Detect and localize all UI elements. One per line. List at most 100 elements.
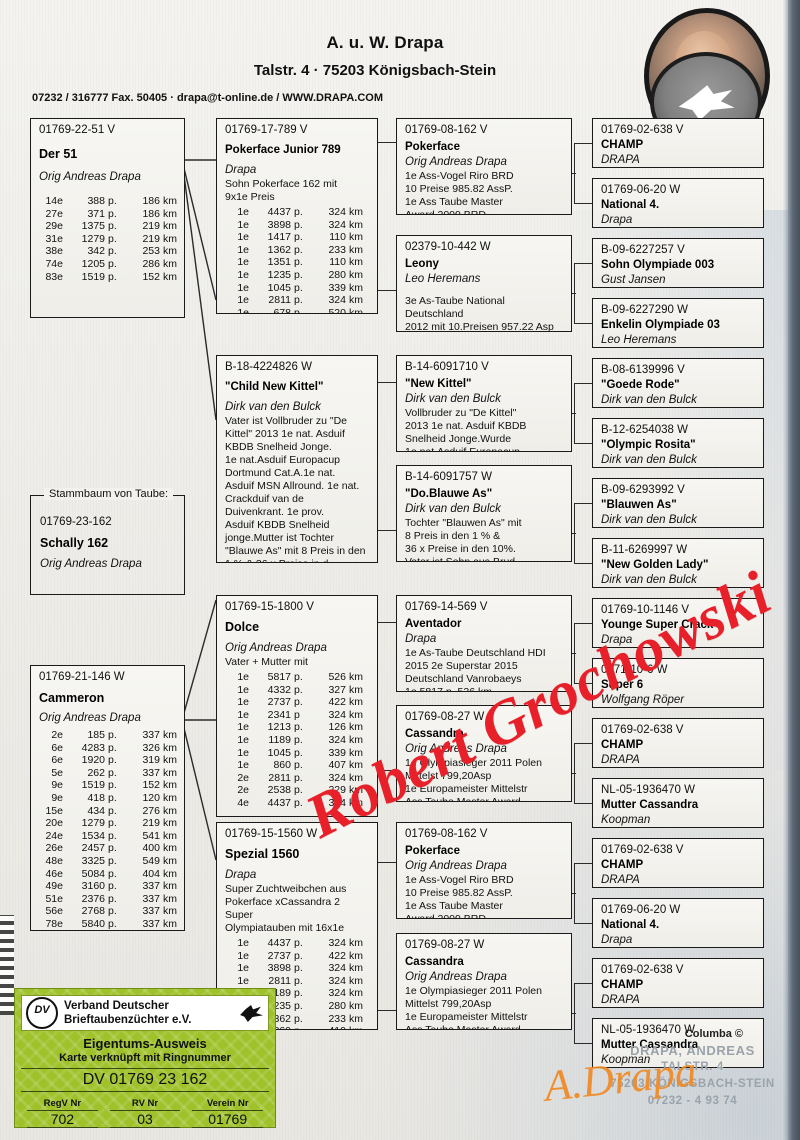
pigeon-ring: B-14-6091710 V — [405, 361, 489, 373]
card-field-rv: RV Nr 03 — [104, 1098, 187, 1128]
pigeon-results: 1e 5817 p. 526 km 1e 4332 p. 327 km 1e 2737 p. 422 k… — [225, 671, 370, 810]
gen3-box-5: 01769-08-27 W Cassandra Orig Andreas Dra… — [396, 705, 572, 802]
pigeon-breeder: Orig Andreas Drapa — [405, 156, 507, 168]
pigeon-ring: 02379-10-442 W — [405, 241, 491, 253]
stamp-line-4: 07232 - 4 93 74 — [647, 1095, 738, 1107]
gen4-box-15: NL-05-1936470 W Mutter Cassandra Koopman — [592, 1018, 764, 1068]
pigeon-ring: 01769-08-27 W — [405, 939, 485, 951]
pigeon-name: Pokerface Junior 789 — [225, 144, 341, 156]
bracket-h-12b — [574, 1043, 592, 1045]
pigeon-name: Dolce — [225, 620, 260, 634]
result-row: 1e 2737 p. 422 km — [237, 696, 363, 709]
pigeon-note: Sohn Pokerface 162 mit — [225, 178, 338, 190]
pigeon-name: CHAMP — [601, 979, 644, 991]
pigeon-breeder: Leo Heremans — [405, 273, 481, 285]
pigeon-note: Ass Taube Master Award — [405, 1024, 521, 1030]
pigeon-breeder: Dirk van den Bulck — [405, 503, 501, 515]
pigeon-breeder: DRAPA — [601, 874, 640, 886]
pigeon-ring: B-12-6254038 W — [601, 424, 688, 436]
pigeon-breeder: Orig Andreas Drapa — [405, 971, 507, 983]
result-row: 1e 5817 p. 526 km — [237, 671, 363, 683]
result-row: 38e 342 p. 253 km — [45, 245, 177, 258]
pigeon-note: 1e nat.Asduif Europacup — [225, 454, 340, 466]
breeder-address: Talstr. 4 · 75203 Königsbach-Stein — [253, 62, 497, 79]
pigeon-name: Sohn Olympiade 003 — [601, 259, 715, 271]
pigeon-icon — [240, 1005, 263, 1022]
pigeon-name: "New Kittel" — [405, 378, 472, 390]
pigeon-name: "Olympic Rosita" — [601, 439, 696, 451]
gen4-box-10: 01769-02-638 V CHAMP DRAPA — [592, 718, 764, 768]
pigeon-breeder: Drapa — [601, 934, 633, 946]
pigeon-note: Duivenkrant. 1e prov. — [225, 506, 325, 518]
scan-edge-left — [0, 915, 14, 1015]
pigeon-results: 1e 4437 p. 324 km 1e 2737 p. 422 km 1e 3898 p. 324 k… — [225, 937, 370, 1029]
pigeon-ring: 01769-08-162 V — [405, 828, 488, 840]
gen4-box-3: B-09-6227290 W Enkelin Olympiade 03 Leo … — [592, 298, 764, 348]
pigeon-ring: 01769-10-1146 V — [601, 604, 690, 616]
pigeon-name: Spezial 1560 — [225, 847, 300, 861]
pigeon-name: "New Golden Lady" — [601, 559, 709, 571]
result-row: 1e 1045 p. 339 km — [237, 281, 363, 294]
pigeon-breeder: Drapa — [601, 634, 633, 646]
pigeon-ring: 01769-06-20 W — [601, 184, 681, 196]
pigeon-name: National 4. — [601, 199, 660, 211]
gen4-box-12: 01769-02-638 V CHAMP DRAPA — [592, 838, 764, 888]
breeder-contact: 07232 / 316777 Fax. 50405 · drapa@t-onli… — [32, 92, 384, 104]
pigeon-note: 2015 2e Superstar 2015 — [405, 660, 518, 672]
bracket-h-4b — [376, 1010, 396, 1012]
pigeon-name: "Child New Kittel" — [225, 381, 324, 393]
pigeon-ring: B-11-6269997 W — [601, 544, 688, 556]
dam-breeder: Orig Andreas Drapa — [39, 712, 141, 724]
result-row: 9e 418 p. 120 km — [51, 791, 177, 804]
dam-results: 2e 185 p. 337 km 6e 4283 p. 326 km 6e 1920 p. 319 km… — [39, 729, 177, 930]
bracket-h-1b — [376, 290, 396, 292]
pigeon-note: Award 2009 BRD — [405, 209, 486, 215]
stamp-line-3: 75203 KÖNIGSBACH-STEIN — [610, 1078, 775, 1090]
result-row: 56e 2768 p. 337 km — [45, 905, 177, 918]
bracket-h-5b — [574, 203, 592, 205]
bracket-h-11b — [574, 923, 592, 925]
result-row: 1e 1351 p. 110 km — [237, 256, 363, 269]
result-row: 31e 1279 p. 219 km — [45, 232, 177, 245]
bracket-h-5a — [574, 143, 592, 145]
result-row: 51e 2376 p. 337 km — [45, 892, 177, 905]
pigeon-name: "Goede Rode" — [601, 379, 680, 391]
gen4-box-0: 01769-02-638 V CHAMP DRAPA — [592, 118, 764, 168]
pigeon-breeder: Wolfgang Röper — [601, 694, 685, 706]
pigeon-note: Kittel" 2013 1e nat. Asduif — [225, 428, 345, 440]
bracket-h-11a — [574, 863, 592, 865]
result-row: 5e 262 p. 337 km — [51, 766, 177, 779]
pigeon-name: Enkelin Olympiade 03 — [601, 319, 720, 331]
pigeon-name: National 4. — [601, 919, 660, 931]
result-row: 27e 371 p. 186 km — [45, 207, 177, 220]
gen3-box-2: B-14-6091710 V "New Kittel" Dirk van den… — [396, 355, 572, 452]
pigeon-note: Pokerface xCassandra 2 Super — [225, 896, 340, 921]
pigeon-note: 1e Europameister Mittelstr — [405, 783, 528, 795]
breeder-title: A. u. W. Drapa — [326, 33, 444, 52]
pigeon-breeder: Drapa — [225, 869, 257, 881]
gen4-box-5: B-12-6254038 W "Olympic Rosita" Dirk van… — [592, 418, 764, 468]
pigeon-ring: 01769-02-638 V — [601, 844, 684, 856]
result-row: 1e 4332 p. 327 km — [237, 683, 363, 696]
bracket-h-2a — [376, 382, 396, 384]
pigeon-note: 36 x Preise in den 10%. — [405, 543, 516, 555]
pigeon-name: Cassandra — [405, 956, 464, 968]
result-row: 24e 1534 p. 541 km — [45, 829, 177, 842]
result-row: 1e 4437 p. 324 km — [237, 937, 363, 949]
connector-subject — [182, 120, 222, 560]
pigeon-note: 1e Ass-Vogel Riro BRD — [405, 874, 514, 886]
pigeon-name: Younge Super Crack — [601, 619, 714, 631]
card-field-label: RV Nr — [131, 1098, 159, 1109]
pigeon-name: Mutter Cassandra — [601, 1039, 699, 1051]
pigeon-note: 1e Europameister Mittelstr — [405, 1011, 528, 1023]
pigeon-note: Asduif KBDB Snelheid — [225, 519, 330, 531]
result-row: 20e 1279 p. 219 km — [45, 817, 177, 830]
result-row: 4e 4437 p. 324 km — [237, 796, 363, 809]
scan-edge-right-soft — [783, 0, 788, 1140]
pigeon-breeder: Dirk van den Bulck — [601, 574, 697, 586]
pigeon-ring: 01769-08-162 V — [405, 124, 488, 136]
pigeon-breeder: Drapa — [225, 164, 257, 176]
columba-credit: Columba © — [684, 1028, 743, 1040]
pigeon-note: 1 % & 36 x Preise in d — [225, 558, 370, 562]
